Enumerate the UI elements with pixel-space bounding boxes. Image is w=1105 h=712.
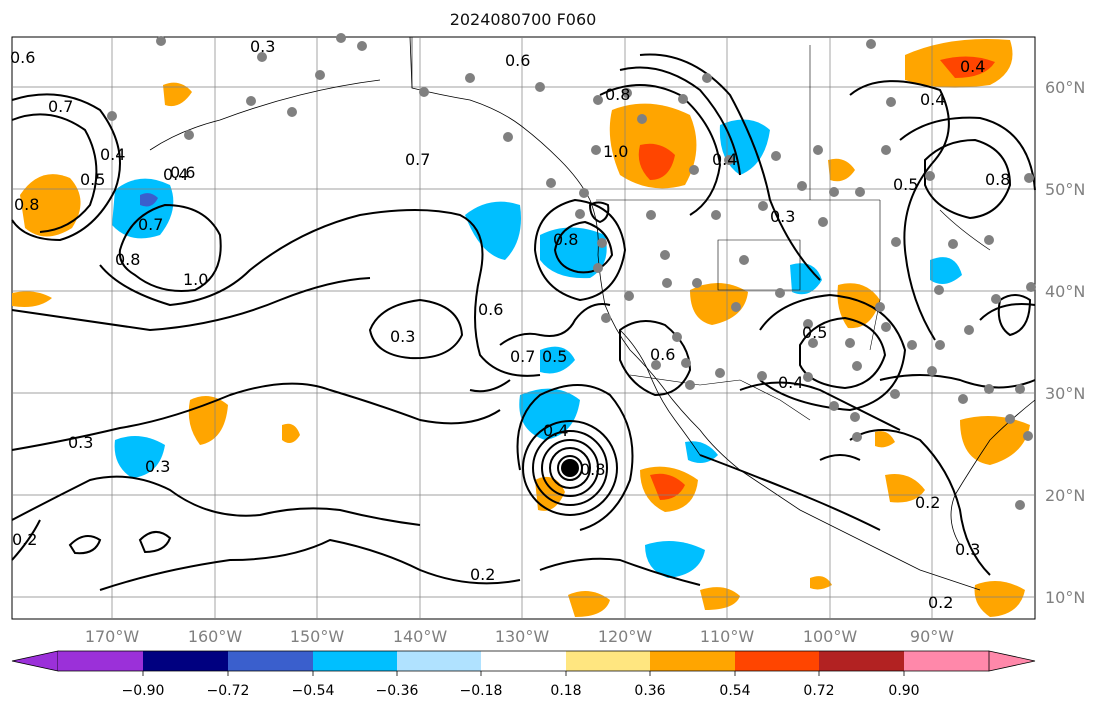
colorbar: −0.90 −0.72 −0.54 −0.36 −0.18 0.18 0.36 … <box>11 650 1036 699</box>
colorbar-tick-label: −0.18 <box>460 683 503 699</box>
contour-label: 0.5 <box>542 347 567 366</box>
contour-label: 0.3 <box>770 207 795 226</box>
contour-label: 0.8 <box>115 250 140 269</box>
contour-label: 0.3 <box>955 540 980 559</box>
contour-label: 0.7 <box>405 150 430 169</box>
contour-label: 0.4 <box>712 150 737 169</box>
colorbar-tick-label: −0.90 <box>122 683 165 699</box>
colorbar-segment <box>228 651 313 671</box>
colorbar-segment <box>58 651 143 671</box>
colorbar-segment <box>481 651 566 671</box>
map-title: 2024080700 F060 <box>449 10 597 29</box>
colorbar-segment <box>735 651 819 671</box>
lat-tick-label: 50°N <box>1045 180 1085 199</box>
contour-label: 0.8 <box>985 170 1010 189</box>
lon-tick-label: 160°W <box>188 627 243 646</box>
contour-label: 0.4 <box>543 421 568 440</box>
lon-tick-label: 120°W <box>598 627 653 646</box>
colorbar-segment <box>566 651 650 671</box>
contour-label: 0.7 <box>510 347 535 366</box>
colorbar-tick-label: −0.72 <box>207 683 250 699</box>
contour-label: 0.4 <box>163 165 188 184</box>
colorbar-segment <box>819 651 904 671</box>
lat-tick-label: 20°N <box>1045 486 1085 505</box>
colorbar-tick-label: 0.54 <box>719 683 750 699</box>
anomaly-shading <box>12 39 1030 617</box>
lon-tick-label: 140°W <box>393 627 448 646</box>
contour-label: 0.4 <box>920 90 945 109</box>
storm-center-marker <box>561 459 579 477</box>
contour-label: 0.8 <box>14 195 39 214</box>
contour-label: 0.5 <box>80 170 105 189</box>
lat-tick-label: 40°N <box>1045 282 1085 301</box>
contour-label: 0.6 <box>478 300 503 319</box>
contour-label: 0.2 <box>12 530 37 549</box>
contour-label: 0.5 <box>893 175 918 194</box>
contour-labels: 0.6 0.3 0.6 0.7 0.4 0.5 0.8 0.4 0.7 0.6 … <box>10 37 1010 612</box>
contour-label: 0.2 <box>915 493 940 512</box>
contour-label: 1.0 <box>183 270 208 289</box>
contour-label: 0.8 <box>553 230 578 249</box>
colorbar-tick-label: 0.36 <box>634 683 665 699</box>
contours <box>11 53 1036 591</box>
contour-label: 1.0 <box>603 142 628 161</box>
contour-label: 0.6 <box>650 345 675 364</box>
contour-label: 0.3 <box>68 433 93 452</box>
colorbar-segment <box>143 651 228 671</box>
lon-tick-label: 170°W <box>85 627 140 646</box>
colorbar-segment <box>904 651 989 671</box>
contour-label: 0.2 <box>470 565 495 584</box>
coastlines <box>149 36 1036 591</box>
lon-tick-label: 90°W <box>910 627 954 646</box>
colorbar-segment <box>988 650 1036 672</box>
colorbar-segment <box>313 651 397 671</box>
map-area: 0.6 0.3 0.6 0.7 0.4 0.5 0.8 0.4 0.7 0.6 … <box>10 33 1036 620</box>
borders <box>411 37 991 421</box>
colorbar-tick-label: 0.90 <box>888 683 919 699</box>
contour-label: 0.6 <box>170 163 195 182</box>
contour-label: 0.6 <box>505 51 530 70</box>
contour-label: 0.5 <box>802 323 827 342</box>
contour-label: 0.8 <box>580 460 605 479</box>
colorbar-segment <box>397 651 481 671</box>
contour-label: 0.2 <box>928 593 953 612</box>
colorbar-tick-label: 0.18 <box>550 683 581 699</box>
contour-label: 0.4 <box>100 145 125 164</box>
contour-label: 0.3 <box>390 327 415 346</box>
colorbar-segment <box>11 650 59 672</box>
contour-label: 0.3 <box>145 457 170 476</box>
contour-label: 0.7 <box>138 215 163 234</box>
colorbar-tick-label: −0.54 <box>292 683 335 699</box>
contour-label: 0.8 <box>605 85 630 104</box>
contour-label: 0.4 <box>778 373 803 392</box>
lon-tick-label: 130°W <box>495 627 550 646</box>
lon-tick-label: 100°W <box>803 627 858 646</box>
colorbar-tick-label: 0.72 <box>803 683 834 699</box>
colorbar-tick-label: −0.36 <box>376 683 419 699</box>
lon-axis: 170°W 160°W 150°W 140°W 130°W 120°W 110°… <box>85 627 954 646</box>
lat-tick-label: 60°N <box>1045 78 1085 97</box>
lat-tick-label: 30°N <box>1045 384 1085 403</box>
contour-label: 0.3 <box>250 37 275 56</box>
lon-tick-label: 150°W <box>290 627 345 646</box>
lat-tick-label: 10°N <box>1045 588 1085 607</box>
contour-label: 0.6 <box>10 48 35 67</box>
lon-tick-label: 110°W <box>700 627 755 646</box>
colorbar-segment <box>650 651 735 671</box>
lat-axis: 60°N 50°N 40°N 30°N 20°N 10°N <box>1045 78 1085 607</box>
station-markers <box>107 33 1036 510</box>
contour-label: 0.4 <box>960 57 985 76</box>
contour-label: 0.7 <box>48 97 73 116</box>
graticule <box>12 37 1035 619</box>
